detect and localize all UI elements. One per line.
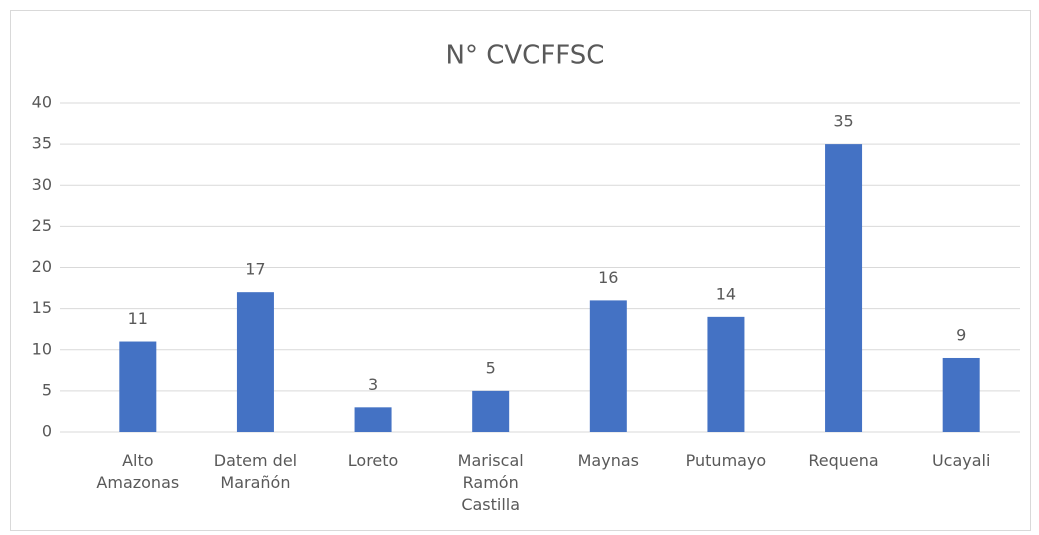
bar [825,144,863,432]
x-tick-label: Ucayali [931,451,991,470]
y-tick-label: 25 [32,216,52,235]
bar [942,357,980,432]
x-tick-label: Loreto [347,451,399,470]
data-label: 11 [128,309,148,328]
chart-title: N° CVCFFSC [446,41,605,71]
bar [589,300,627,432]
data-label: 17 [245,260,265,279]
x-tick-label: Datem del Marañón [213,451,298,492]
y-tick-label: 20 [32,257,52,276]
bar [354,407,392,432]
y-tick-label: 10 [32,339,52,358]
x-tick-label: Putumayo [685,451,767,470]
y-tick-label: 35 [32,134,52,153]
data-label: 14 [716,284,736,303]
bar [707,316,745,432]
y-tick-label: 40 [32,93,52,112]
data-label: 5 [486,358,496,377]
y-tick-label: 5 [42,380,52,399]
data-label: 16 [598,268,618,287]
bar [236,292,274,432]
bar [119,341,157,432]
data-label: 9 [956,325,966,344]
x-tick-label: Alto Amazonas [96,451,180,492]
x-tick-label: Mariscal Ramón Castilla [457,451,524,514]
data-label: 3 [368,375,378,394]
y-tick-label: 30 [32,175,52,194]
y-tick-label: 0 [42,422,52,441]
x-tick-label: Maynas [577,451,639,470]
bar [472,390,510,432]
x-tick-label: Requena [808,451,879,470]
data-label: 35 [833,112,853,131]
y-tick-label: 15 [32,298,52,317]
